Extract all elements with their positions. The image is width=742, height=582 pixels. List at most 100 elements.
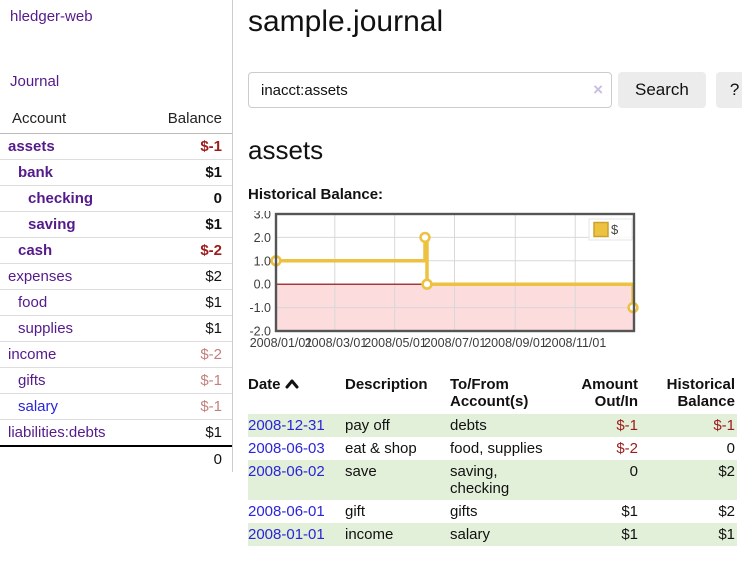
transaction-row[interactable]: 2008-01-01 income salary $1 $1 [248,523,737,546]
account-link-checking[interactable]: checking [28,190,94,207]
account-link-bank[interactable]: bank [18,164,54,181]
account-row: bank $1 [0,159,232,186]
svg-text:1.0: 1.0 [254,254,271,268]
transaction-accounts: debts [450,417,487,434]
balance-column-header: Historical Balance [666,376,735,410]
search-bar: × Search ? [248,72,742,108]
gridlines [276,214,634,331]
account-row: assets $-1 [0,133,232,160]
account-row: checking 0 [0,185,232,212]
accounts-header-row: Account Balance [0,106,232,134]
svg-text:2008/05/01: 2008/05/01 [364,336,427,350]
account-row: income $-2 [0,341,232,368]
account-link-income[interactable]: income [8,346,57,363]
svg-text:2008/11/01: 2008/11/01 [545,336,607,350]
accounts-total-row: 0 [0,445,232,472]
balance-column-header: Balance [139,106,232,134]
transaction-accounts: salary [450,526,491,543]
search-input[interactable] [248,72,612,108]
account-link-food[interactable]: food [18,294,48,311]
account-balance: $2 [139,263,232,290]
transaction-description: gift [345,503,366,520]
account-row: cash $-2 [0,237,232,264]
svg-text:2008/01/01: 2008/01/01 [250,336,313,350]
transaction-amount: $1 [621,526,638,543]
help-button[interactable]: ? [715,72,742,108]
transaction-date-link[interactable]: 2008-12-31 [248,417,325,434]
historical-balance-chart[interactable]: $ 3.0 2.0 1.0 0.0 -1.0 -2.0 2008/01/01 2… [248,208,742,358]
transaction-balance: $2 [718,503,735,520]
date-column-header[interactable]: Date [248,374,345,414]
accounts-table: Account Balance assets $-1 bank $1 check… [0,106,232,472]
transaction-date-link[interactable]: 2008-06-03 [248,440,325,457]
transaction-amount: $-1 [616,417,638,434]
chart-canvas: $ 3.0 2.0 1.0 0.0 -1.0 -2.0 2008/01/01 2… [249,208,639,350]
transaction-accounts: saving, checking [450,463,510,497]
data-point-markers [270,231,639,314]
y-axis-ticks: 3.0 2.0 1.0 0.0 -1.0 -2.0 [249,208,271,339]
account-link-saving[interactable]: saving [28,216,76,233]
svg-text:-2.0: -2.0 [249,325,271,339]
chart-title: Historical Balance: [248,186,384,203]
account-row: salary $-1 [0,393,232,420]
search-button[interactable]: Search [618,72,706,108]
register-table: Date Description To/From Account(s) Amou… [248,374,737,546]
transaction-balance: $1 [718,526,735,543]
account-column-header: Account [0,106,140,134]
amount-column-header: Amount Out/In [581,376,638,410]
account-balance: $1 [139,315,232,342]
account-balance: $-2 [139,341,232,368]
svg-text:2008/09/01: 2008/09/01 [484,336,547,350]
account-link-salary[interactable]: salary [18,398,59,415]
transaction-accounts: gifts [450,503,478,520]
svg-text:2008/07/01: 2008/07/01 [424,336,487,350]
svg-text:3.0: 3.0 [254,211,271,222]
account-heading: assets [248,135,324,165]
account-link-assets[interactable]: assets [8,138,55,155]
transaction-amount: 0 [629,463,638,480]
sidebar: hledger-web Journal Account Balance asse… [0,0,233,472]
account-balance: $1 [139,159,232,186]
transaction-amount: $1 [621,503,638,520]
legend-swatch [593,221,609,238]
account-link-expenses[interactable]: expenses [8,268,73,285]
transaction-date-link[interactable]: 2008-06-01 [248,503,325,520]
transaction-description: save [345,463,377,480]
transaction-balance: 0 [726,440,735,457]
plot-border [274,212,636,333]
account-row: supplies $1 [0,315,232,342]
transaction-accounts: food, supplies [450,440,543,457]
account-balance: $-1 [139,133,232,160]
transaction-date-link[interactable]: 2008-01-01 [248,526,325,543]
account-row: liabilities:debts $1 [0,419,232,446]
account-balance: $1 [139,289,232,316]
transaction-description: pay off [345,417,390,434]
account-link-gifts[interactable]: gifts [18,372,46,389]
account-balance: $1 [139,419,232,446]
clear-search-icon[interactable]: × [593,80,603,99]
transaction-row[interactable]: 2008-12-31 pay off debts $-1 $-1 [248,414,737,437]
legend-label: $ [611,222,619,237]
transaction-amount: $-2 [616,440,638,457]
transaction-row[interactable]: 2008-06-02 save saving, checking 0 $2 [248,460,737,500]
account-balance: $-1 [139,367,232,394]
svg-text:2.0: 2.0 [254,231,271,245]
account-row: gifts $-1 [0,367,232,394]
x-axis-ticks: 2008/01/01 2008/03/01 2008/05/01 2008/07… [250,336,607,350]
sort-asc-icon [285,376,299,393]
account-link-cash[interactable]: cash [18,242,53,259]
transaction-description: income [345,526,394,543]
transaction-date-link[interactable]: 2008-06-02 [248,463,325,480]
chart-legend: $ [588,218,633,241]
transaction-balance: $-1 [713,417,735,434]
description-column-header: Description [345,376,428,393]
brand-link[interactable]: hledger-web [10,8,93,25]
account-link-supplies[interactable]: supplies [18,320,74,337]
register-header-row: Date Description To/From Account(s) Amou… [248,374,737,414]
transaction-description: eat & shop [345,440,417,457]
account-balance: $-1 [139,393,232,420]
account-link-liabilities-debts[interactable]: liabilities:debts [8,424,106,441]
transaction-row[interactable]: 2008-06-03 eat & shop food, supplies $-2… [248,437,737,460]
transaction-row[interactable]: 2008-06-01 gift gifts $1 $2 [248,500,737,523]
sidebar-item-journal[interactable]: Journal [10,73,60,90]
